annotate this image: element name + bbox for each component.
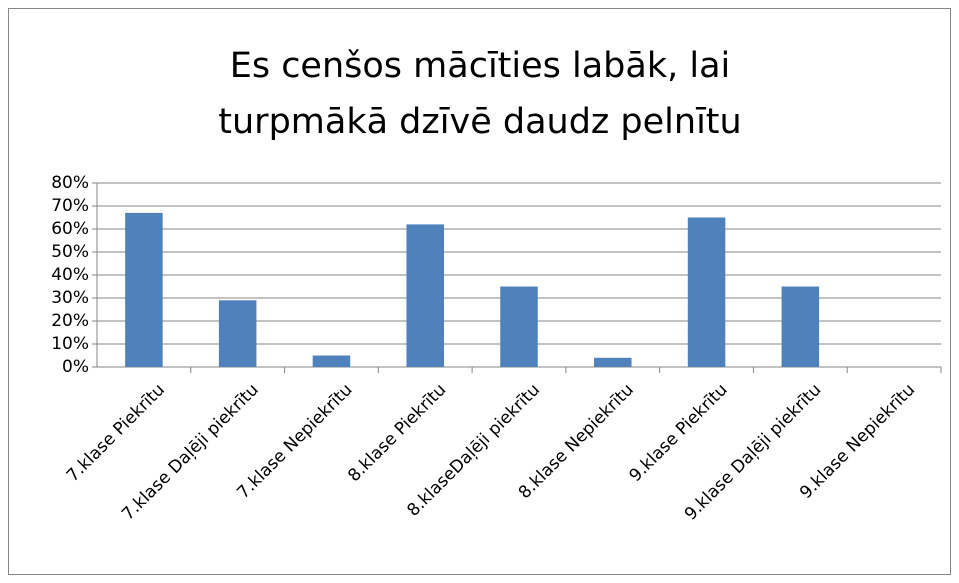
x-tick-label: 8.klase Piekrītu <box>344 380 450 486</box>
chart-title: Es cenšos mācīties labāk, lai turpmākā d… <box>218 46 742 142</box>
x-tick-label: 9.klase Piekrītu <box>626 380 732 486</box>
chart-border <box>8 8 951 575</box>
bar <box>781 286 820 367</box>
bar <box>406 224 444 367</box>
bar <box>312 355 351 367</box>
y-tick-label: 60% <box>51 219 89 239</box>
bar <box>218 300 257 367</box>
bar <box>594 357 632 367</box>
y-tick-label: 20% <box>51 311 89 331</box>
bar <box>125 212 163 367</box>
bar <box>687 217 726 367</box>
bar <box>500 286 538 367</box>
y-tick-label: 10% <box>51 334 89 354</box>
y-tick-label: 30% <box>51 288 89 308</box>
y-tick-label: 50% <box>51 242 89 262</box>
x-tick-label: 7.klase Piekrītu <box>63 380 169 486</box>
y-tick-label: 0% <box>62 357 89 377</box>
y-tick-label: 70% <box>51 196 89 216</box>
y-tick-label: 80% <box>51 173 89 193</box>
y-tick-label: 40% <box>51 265 89 285</box>
